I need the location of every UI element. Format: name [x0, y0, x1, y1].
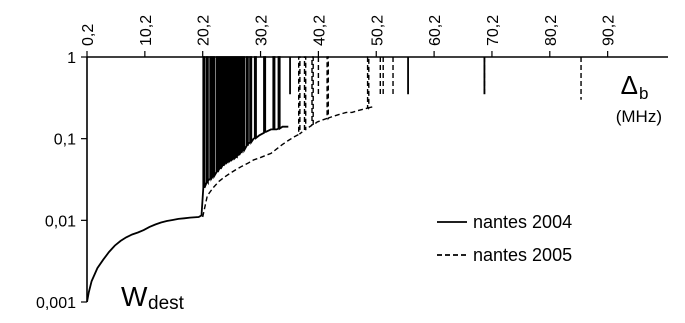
- x-axis-unit: (MHz): [616, 107, 662, 126]
- x-tick-label: 90,2: [601, 15, 618, 46]
- x-tick-label: 30,2: [254, 15, 271, 46]
- x-tick-label: 10,2: [138, 15, 155, 46]
- x-axis: 0,2 10,2 20,2 30,2 40,2 50,2 60,2 70,2 80,2 90,2: [80, 15, 668, 58]
- y-tick-label: 0,001: [36, 295, 76, 312]
- x-axis-title: Δ: [621, 70, 638, 100]
- y-tick-label: 1: [67, 50, 76, 67]
- y-tick-label: 0,01: [45, 213, 76, 230]
- y-axis: 1 0,1 0,01 0,001: [36, 50, 88, 312]
- x-tick-label: 60,2: [427, 15, 444, 46]
- legend: nantes 2004 nantes 2005: [437, 212, 572, 265]
- x-axis-title-subscript: b: [639, 84, 648, 103]
- series-line-1: [86, 56, 289, 303]
- annotation-w-subscript: dest: [148, 293, 185, 314]
- x-tick-label: 20,2: [196, 15, 213, 46]
- annotation-w: W: [121, 281, 148, 312]
- x-tick-label: 80,2: [543, 15, 560, 46]
- y-tick-label: 0,1: [54, 132, 76, 149]
- x-tick-label: 0,2: [80, 24, 97, 46]
- legend-label: nantes 2004: [473, 212, 572, 232]
- series-layer: [86, 56, 582, 303]
- x-tick-label: 40,2: [311, 15, 328, 46]
- x-tick-label: 50,2: [369, 15, 386, 46]
- x-tick-label: 70,2: [485, 15, 502, 46]
- series-line-2: [202, 56, 376, 218]
- legend-label: nantes 2005: [473, 245, 572, 265]
